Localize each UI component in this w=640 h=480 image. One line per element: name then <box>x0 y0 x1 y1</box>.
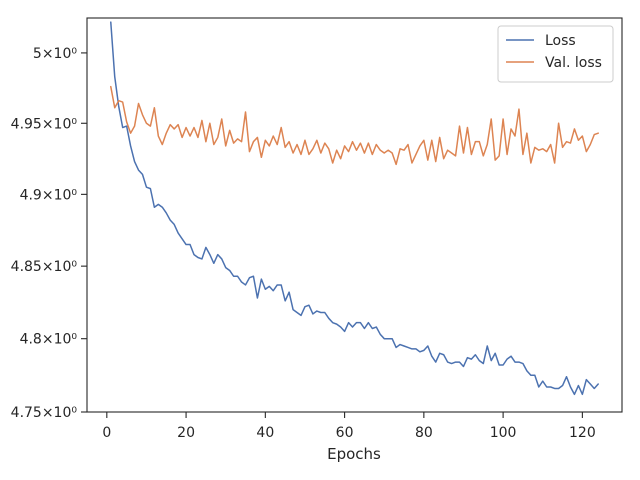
plot-lines <box>110 21 599 396</box>
y-tick-label: 4.9×10⁰ <box>20 187 78 203</box>
legend-label-2: Val. loss <box>545 55 602 71</box>
axes-frame <box>86 17 623 413</box>
x-tick-label: 100 <box>490 425 517 441</box>
legend-label-1: Loss <box>545 33 576 49</box>
x-axis-label: Epochs <box>327 445 381 463</box>
x-axis-ticks: 0 20 40 60 80 100 120 <box>102 412 596 441</box>
legend: Loss Val. loss <box>497 25 614 83</box>
series-line-1 <box>110 21 599 396</box>
x-tick-label: 20 <box>177 425 195 441</box>
y-tick-label: 4.75×10⁰ <box>11 405 78 421</box>
x-tick-label: 120 <box>569 425 596 441</box>
x-tick-label: 80 <box>415 425 433 441</box>
x-tick-label: 60 <box>336 425 354 441</box>
x-tick-label: 40 <box>256 425 274 441</box>
y-tick-label: 4.85×10⁰ <box>11 259 78 275</box>
y-tick-label: 5×10⁰ <box>33 46 77 62</box>
x-tick-label: 0 <box>102 425 111 441</box>
y-tick-label: 4.95×10⁰ <box>11 116 78 132</box>
series-line-2 <box>110 85 599 166</box>
y-axis-ticks: 4.75×10⁰ 4.8×10⁰ 4.85×10⁰ 4.9×10⁰ 4.95×10⁰ 5×… <box>11 46 87 421</box>
y-tick-label: 4.8×10⁰ <box>20 332 78 348</box>
